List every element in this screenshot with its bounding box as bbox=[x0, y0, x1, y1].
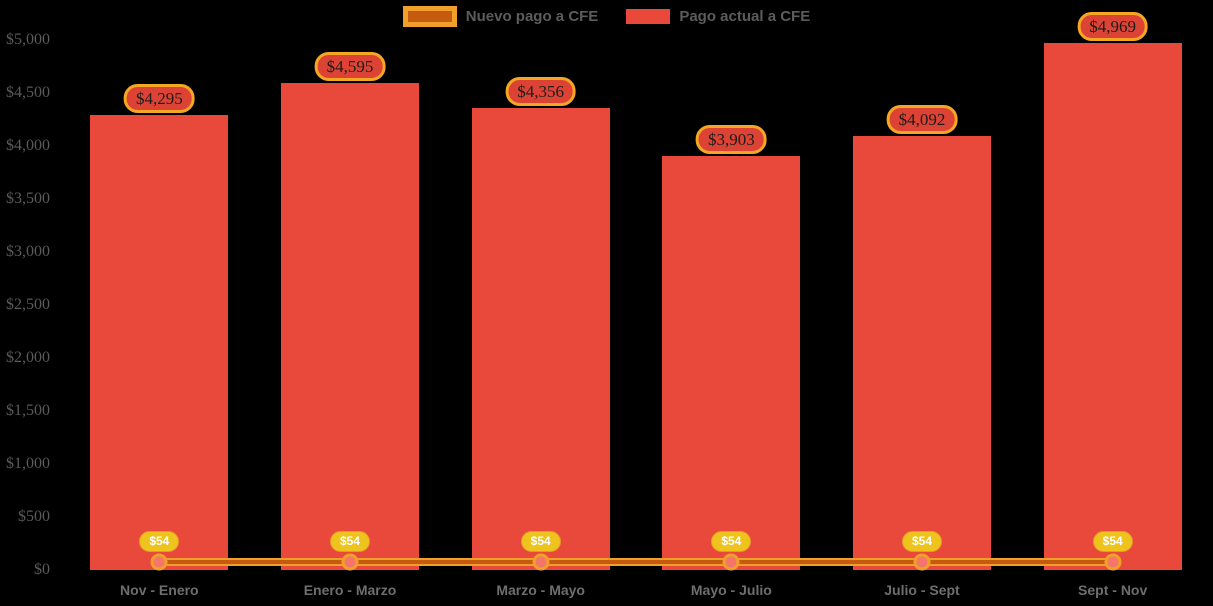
line-value-label: $54 bbox=[139, 531, 180, 552]
x-axis-category-label: Julio - Sept bbox=[884, 582, 960, 598]
bar-value-label: $4,092 bbox=[886, 105, 958, 134]
line-value-label: $54 bbox=[901, 531, 943, 552]
legend-item-pago-actual[interactable]: Pago actual a CFE bbox=[626, 8, 810, 25]
bar-pago-actual bbox=[472, 108, 610, 570]
bar-value-label: $4,969 bbox=[1077, 12, 1149, 41]
x-axis-category-label: Marzo - Mayo bbox=[496, 582, 585, 598]
y-axis-tick-label: $4,000 bbox=[6, 137, 50, 154]
y-axis-tick-label: $2,500 bbox=[6, 296, 50, 313]
bar-value-label: $4,295 bbox=[123, 84, 195, 113]
legend-item-nuevo-pago[interactable]: Nuevo pago a CFE bbox=[402, 6, 599, 27]
bar-value-label: $3,903 bbox=[695, 125, 767, 154]
bar-value-label: $4,356 bbox=[505, 77, 577, 106]
y-axis-tick-label: $1,000 bbox=[6, 455, 50, 472]
line-value-label: $54 bbox=[1092, 531, 1133, 552]
y-axis-tick-label: $0 bbox=[34, 561, 50, 578]
x-axis-category-label: Enero - Marzo bbox=[303, 582, 397, 598]
y-axis-tick-label: $1,500 bbox=[6, 402, 50, 419]
y-axis-tick-label: $4,500 bbox=[6, 84, 50, 101]
line-value-label: $54 bbox=[329, 531, 371, 552]
line-point-marker bbox=[341, 553, 359, 571]
x-axis-category-label: Nov - Enero bbox=[120, 582, 199, 598]
bar-value-label: $4,595 bbox=[314, 52, 386, 81]
y-axis-tick-label: $3,000 bbox=[6, 243, 50, 260]
bar-pago-actual bbox=[281, 83, 419, 570]
bar-pago-actual bbox=[1044, 43, 1182, 570]
legend-label: Nuevo pago a CFE bbox=[465, 8, 599, 25]
line-value-label: $54 bbox=[520, 531, 561, 552]
nuevo-pago-swatch-icon bbox=[402, 6, 457, 27]
x-axis-category-label: Sept - Nov bbox=[1078, 582, 1148, 598]
x-axis-category-label: Mayo - Julio bbox=[690, 582, 772, 598]
bar-pago-actual bbox=[90, 115, 228, 570]
line-point-marker bbox=[722, 553, 740, 571]
y-axis-tick-label: $2,000 bbox=[6, 349, 50, 366]
line-point-marker bbox=[532, 553, 550, 571]
line-point-marker bbox=[150, 553, 168, 571]
y-axis-tick-label: $500 bbox=[18, 508, 50, 525]
y-axis-tick-label: $3,500 bbox=[6, 190, 50, 207]
bar-pago-actual bbox=[853, 136, 991, 570]
bar-pago-actual bbox=[662, 156, 800, 570]
pago-actual-swatch-icon bbox=[626, 9, 671, 24]
chart-legend: Nuevo pago a CFE Pago actual a CFE bbox=[0, 6, 1213, 27]
line-point-marker bbox=[1104, 553, 1122, 571]
y-axis-tick-label: $5,000 bbox=[6, 31, 50, 48]
line-point-marker bbox=[913, 553, 931, 571]
nuevo-pago-line bbox=[159, 558, 1113, 567]
line-value-label: $54 bbox=[711, 531, 752, 552]
legend-label: Pago actual a CFE bbox=[679, 8, 811, 25]
